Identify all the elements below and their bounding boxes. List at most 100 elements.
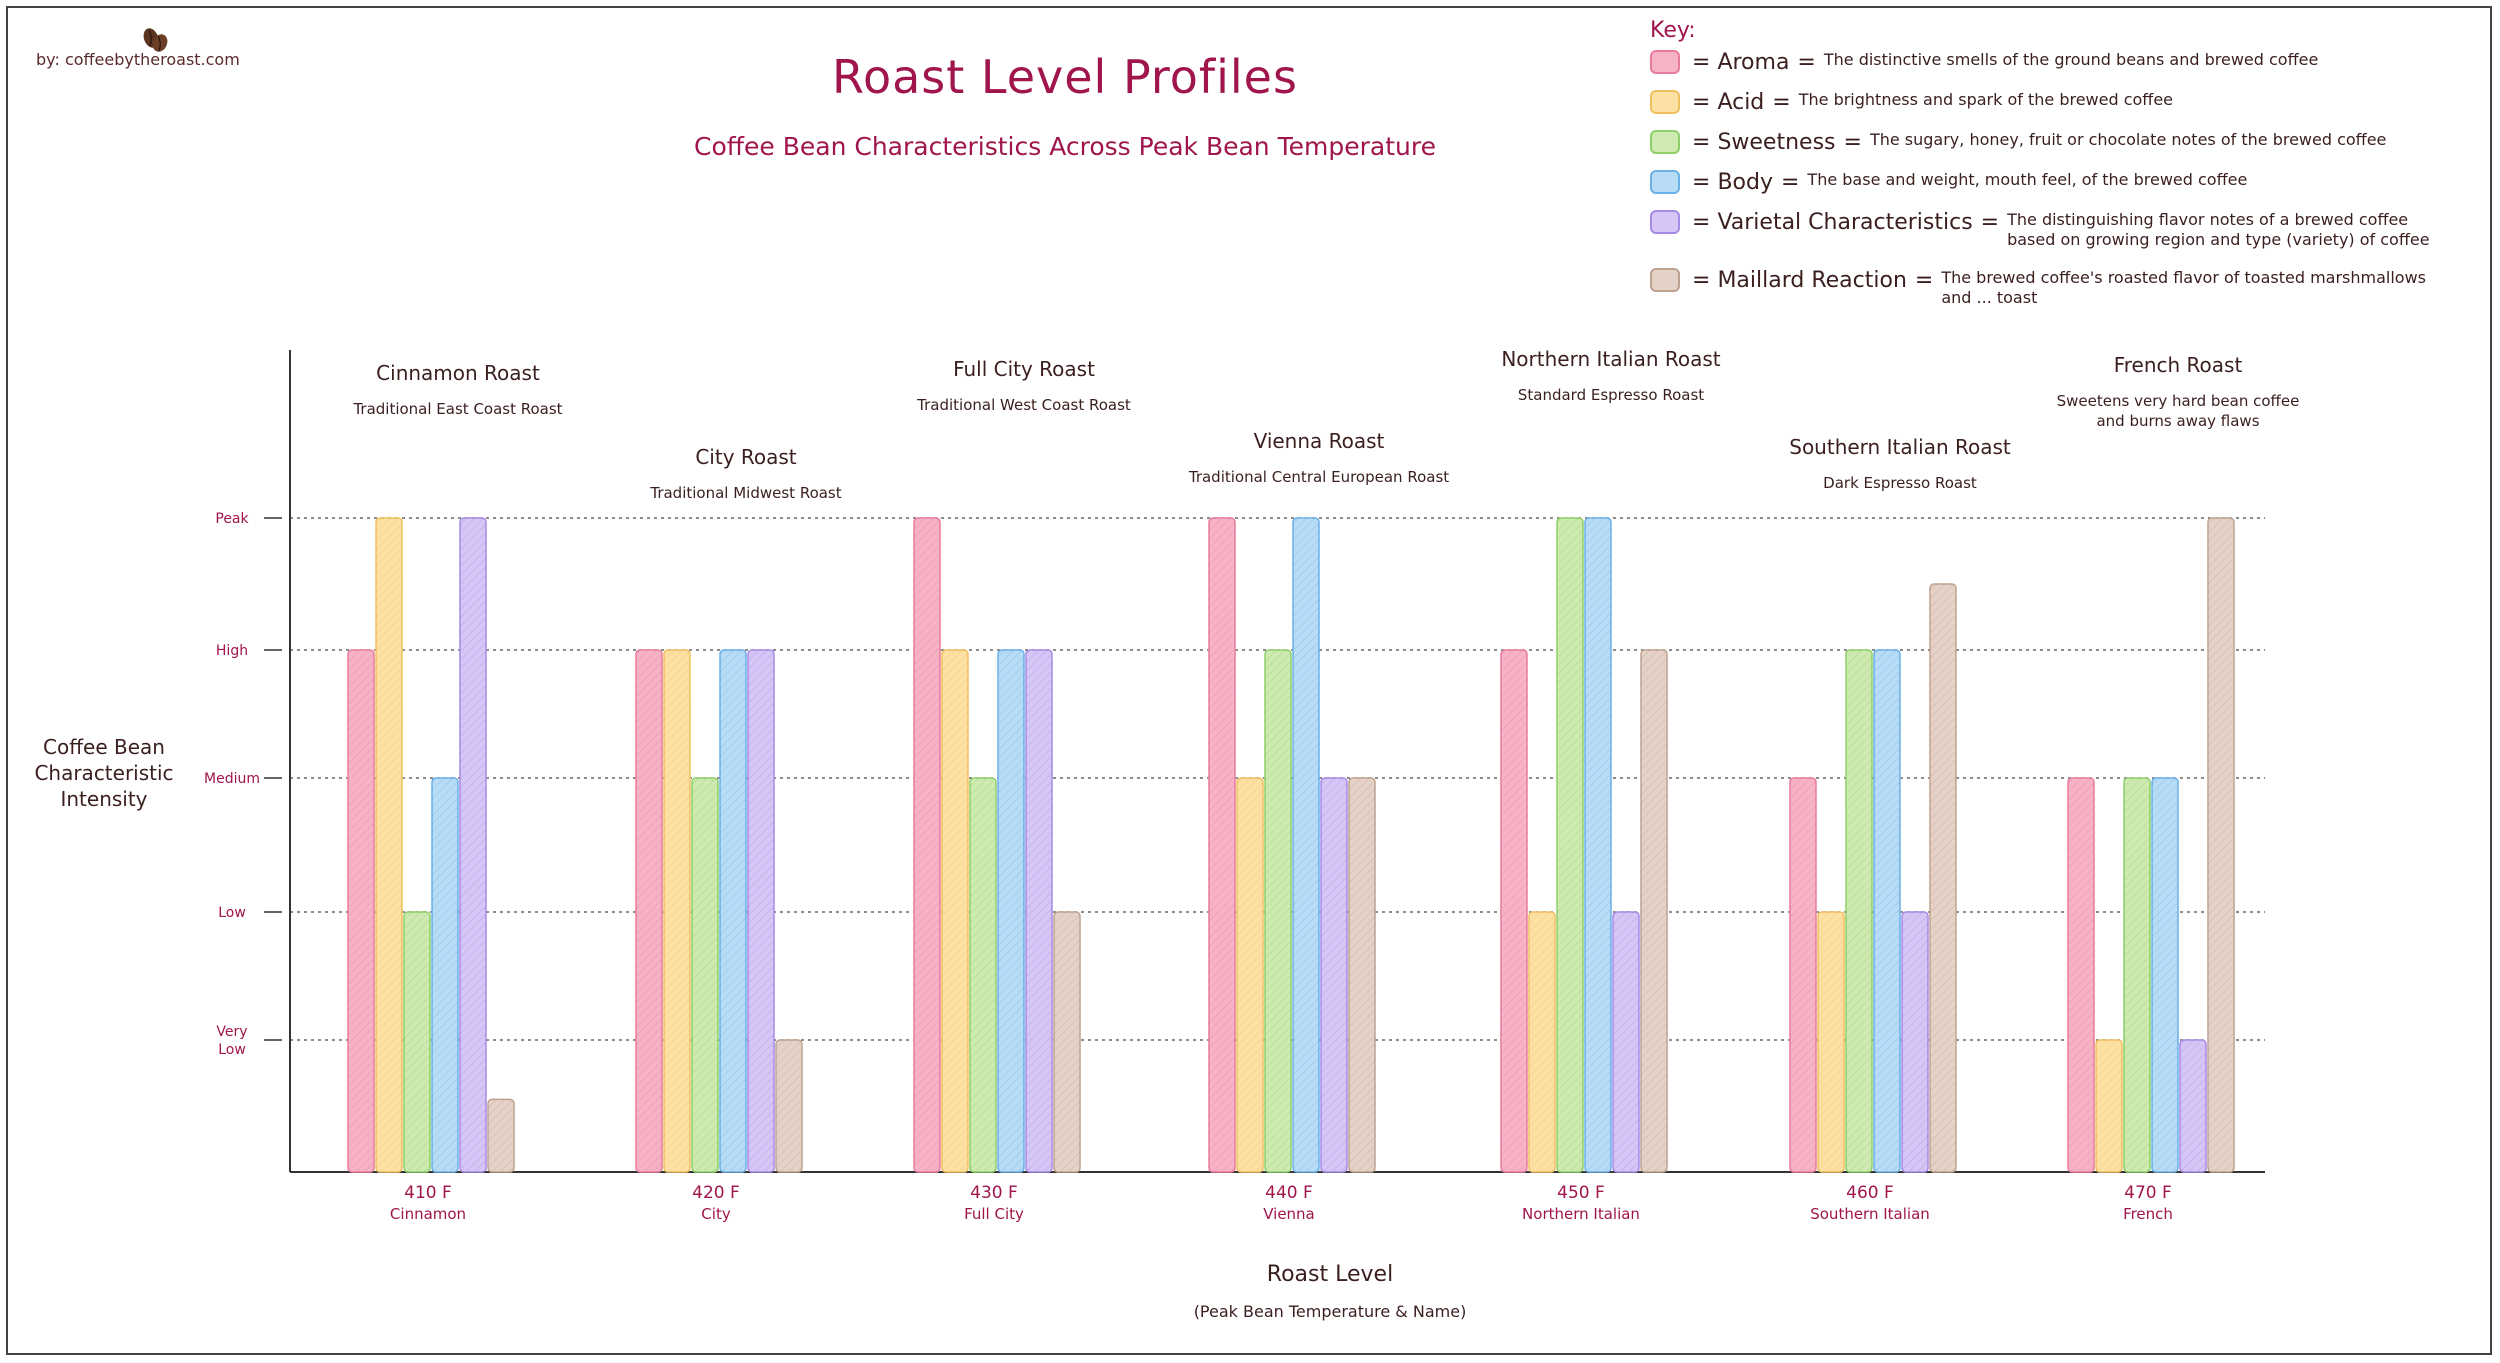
legend-description: The brewed coffee's roasted flavor of to… <box>1941 268 2427 307</box>
legend-item-aroma: = Aroma = The distinctive smells of the gr… <box>1650 50 2318 75</box>
bar-french-maillard-reaction <box>2207 517 2235 1173</box>
legend-item-sweetness: = Sweetness = The sugary, honey, fruit or … <box>1650 130 2386 155</box>
legend-name: Maillard Reaction <box>1717 268 1907 293</box>
legend-swatch <box>1650 210 1680 234</box>
x-tick-name: Southern Italian <box>1810 1205 1930 1223</box>
coffee-bean-logo-icon <box>143 28 168 52</box>
y-axis-label: Coffee Bean Characteristic Intensity <box>34 735 174 811</box>
bar-cinnamon-acid <box>375 517 403 1173</box>
bar-full-city-varietal-characteristics <box>1025 649 1053 1173</box>
roast-name: Vienna Roast <box>1254 429 1385 453</box>
bar-northern-italian-acid <box>1528 911 1556 1173</box>
x-axis-sublabel: (Peak Bean Temperature & Name) <box>1193 1302 1467 1321</box>
legend-name: Aroma <box>1717 50 1790 75</box>
legend-swatch <box>1650 268 1680 292</box>
x-tick-name: Cinnamon <box>390 1205 466 1223</box>
roast-description: Dark Espresso Roast <box>1823 474 1977 492</box>
bar-full-city-sweetness <box>969 777 997 1173</box>
x-tick-temp: 430 F <box>970 1183 1018 1203</box>
y-tick-label: High <box>216 643 248 659</box>
byline: by: coffeebytheroast.com <box>36 50 240 69</box>
bar-cinnamon-sweetness <box>403 911 431 1173</box>
bar-cinnamon-body <box>431 777 459 1173</box>
legend-equals: = <box>1692 90 1718 115</box>
bar-vienna-maillard-reaction <box>1348 777 1376 1173</box>
bar-vienna-body <box>1292 517 1320 1173</box>
legend-equals: = <box>1692 130 1718 155</box>
bar-full-city-aroma <box>913 517 941 1173</box>
bar-french-body <box>2151 777 2179 1173</box>
legend-description: The distinguishing flavor notes of a bre… <box>2007 210 2430 249</box>
bar-southern-italian-sweetness <box>1845 649 1873 1173</box>
legend-description: The brightness and spark of the brewed c… <box>1798 90 2174 109</box>
bar-cinnamon-varietal-characteristics <box>459 517 487 1173</box>
y-tick-label: Very Low <box>216 1024 247 1058</box>
bar-northern-italian-aroma <box>1500 649 1528 1173</box>
bar-southern-italian-varietal-characteristics <box>1901 911 1929 1173</box>
bar-full-city-maillard-reaction <box>1053 911 1081 1173</box>
legend-title: Key: <box>1650 18 1696 43</box>
roast-description: Traditional Midwest Roast <box>649 484 841 502</box>
x-tick-temp: 450 F <box>1557 1183 1605 1203</box>
legend-swatch <box>1650 130 1680 154</box>
bar-cinnamon-maillard-reaction <box>487 1098 515 1173</box>
chart-title: Roast Level Profiles <box>832 50 1298 104</box>
bar-city-aroma <box>635 649 663 1173</box>
bar-french-varietal-characteristics <box>2179 1039 2207 1173</box>
bar-southern-italian-body <box>1873 649 1901 1173</box>
bar-northern-italian-maillard-reaction <box>1640 649 1668 1173</box>
legend-description: The sugary, honey, fruit or chocolate no… <box>1869 130 2387 149</box>
x-tick-temp: 460 F <box>1846 1183 1894 1203</box>
bar-southern-italian-aroma <box>1789 777 1817 1173</box>
legend-name: Acid <box>1717 90 1765 115</box>
roast-name: Full City Roast <box>953 357 1095 381</box>
bar-city-sweetness <box>691 777 719 1173</box>
y-tick-label: Low <box>218 905 246 921</box>
x-tick-labels: 410 F Cinnamon 420 F City 430 F Full City 440 … <box>390 1183 2173 1223</box>
bar-northern-italian-body <box>1584 517 1612 1173</box>
legend-swatch <box>1650 90 1680 114</box>
legend-item-maillard-reaction: = Maillard Reaction = The brewed coffee's … <box>1650 268 2426 308</box>
roast-name: French Roast <box>2114 353 2243 377</box>
bar-northern-italian-varietal-characteristics <box>1612 911 1640 1173</box>
bar-southern-italian-acid <box>1817 911 1845 1173</box>
bar-cinnamon-aroma <box>347 649 375 1173</box>
legend-equals: = <box>1914 268 1934 293</box>
legend-equals: = <box>1780 170 1800 195</box>
roast-description: Standard Espresso Roast <box>1518 386 1704 404</box>
x-axis-label: Roast Level <box>1266 1262 1394 1287</box>
chart-subtitle: Coffee Bean Characteristics Across Peak … <box>694 132 1436 161</box>
legend-name: Sweetness <box>1717 130 1836 155</box>
legend-equals: = <box>1772 90 1791 115</box>
legend-equals: = <box>1692 170 1718 195</box>
y-tick-labels: Peak High Medium Low Very Low <box>204 511 260 1058</box>
legend-equals: = <box>1980 210 2000 235</box>
bar-vienna-acid <box>1236 777 1264 1173</box>
x-tick-temp: 410 F <box>404 1183 452 1203</box>
bar-french-aroma <box>2067 777 2095 1173</box>
x-tick-temp: 420 F <box>692 1183 740 1203</box>
roast-labels: Cinnamon Roast Traditional East Coast Roa… <box>352 347 2299 502</box>
roast-name: Southern Italian Roast <box>1789 435 2011 459</box>
x-tick-temp: 440 F <box>1265 1183 1313 1203</box>
bar-full-city-body <box>997 649 1025 1173</box>
roast-name: City Roast <box>695 445 796 469</box>
bars <box>347 517 2235 1173</box>
legend-description: The base and weight, mouth feel, of the … <box>1807 170 2248 189</box>
roast-description: Sweetens very hard bean coffee and burns … <box>2057 392 2300 430</box>
roast-description: Traditional East Coast Roast <box>352 400 562 418</box>
bar-city-varietal-characteristics <box>747 649 775 1173</box>
legend-swatch <box>1650 170 1680 194</box>
bar-northern-italian-sweetness <box>1556 517 1584 1173</box>
y-tick-label: Peak <box>215 511 249 527</box>
x-tick-name: Full City <box>964 1205 1024 1223</box>
legend-equals: = <box>1797 50 1816 75</box>
bar-southern-italian-maillard-reaction <box>1929 583 1957 1173</box>
bar-vienna-sweetness <box>1264 649 1292 1173</box>
bar-city-maillard-reaction <box>775 1039 803 1173</box>
legend-equals: = <box>1843 130 1862 155</box>
bar-french-acid <box>2095 1039 2123 1173</box>
x-tick-name: Vienna <box>1263 1205 1315 1223</box>
bar-french-sweetness <box>2123 777 2151 1173</box>
